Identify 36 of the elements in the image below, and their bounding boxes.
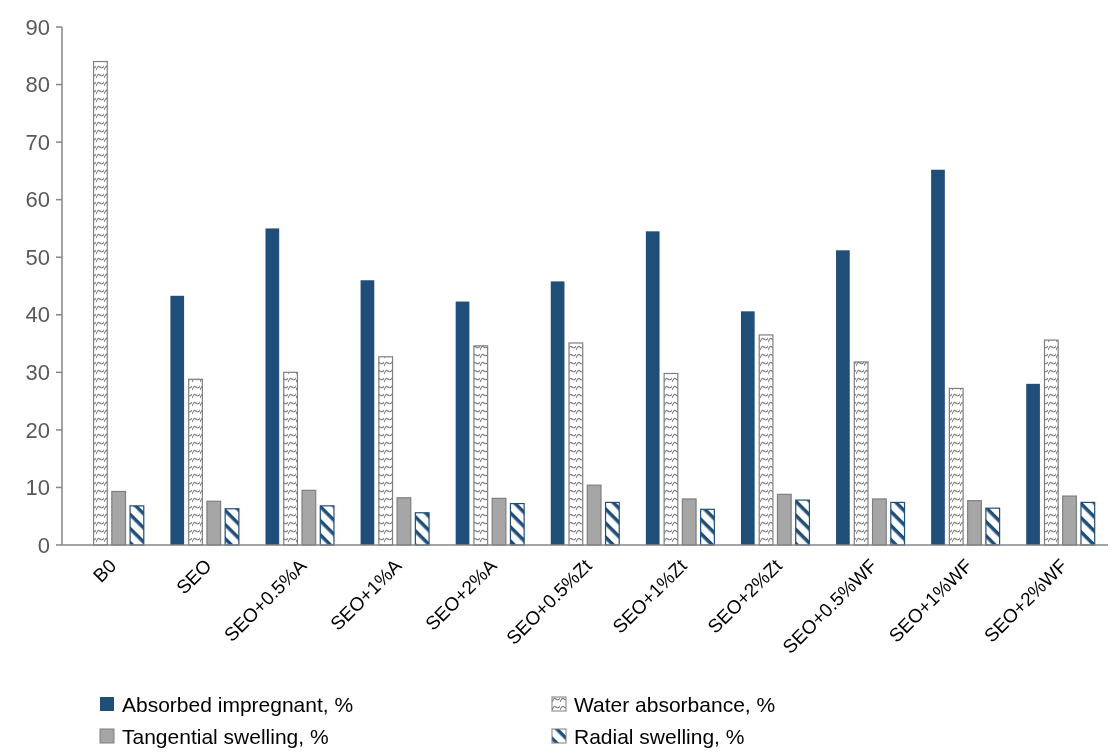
legend-label: Absorbed impregnant, % — [122, 693, 354, 717]
bar — [265, 228, 280, 545]
bar — [1080, 501, 1096, 546]
bar — [645, 231, 660, 545]
y-tick-label: 0 — [37, 532, 50, 558]
y-tick-label: 70 — [25, 129, 50, 155]
bar — [985, 507, 1001, 546]
bar — [836, 250, 850, 545]
bar — [700, 508, 715, 546]
bar — [550, 281, 565, 545]
y-tick-label: 50 — [25, 244, 50, 270]
y-tick-label: 20 — [25, 417, 50, 443]
bar — [170, 295, 185, 545]
y-tick-label: 60 — [25, 187, 50, 213]
legend-label: Tangential swelling, % — [122, 725, 329, 749]
legend-label: Water absorbance, % — [574, 693, 776, 717]
bar — [509, 502, 525, 546]
bar — [931, 169, 945, 545]
y-tick-label: 30 — [25, 360, 50, 386]
bar — [129, 505, 145, 546]
bar — [1026, 383, 1040, 545]
y-tick-label: 40 — [25, 302, 50, 328]
y-tick-label: 80 — [25, 72, 50, 98]
y-tick-label: 10 — [25, 475, 50, 501]
bar — [224, 508, 240, 546]
bar — [795, 499, 811, 546]
bar — [414, 512, 430, 546]
y-tick-label: 90 — [25, 14, 50, 40]
x-tick-label: B0 — [89, 554, 121, 587]
bar — [455, 301, 470, 545]
bar — [360, 280, 375, 545]
bar — [319, 505, 335, 546]
bar — [604, 501, 620, 546]
bar — [890, 501, 906, 546]
legend-label: Radial swelling, % — [574, 725, 745, 749]
bar — [740, 311, 755, 545]
